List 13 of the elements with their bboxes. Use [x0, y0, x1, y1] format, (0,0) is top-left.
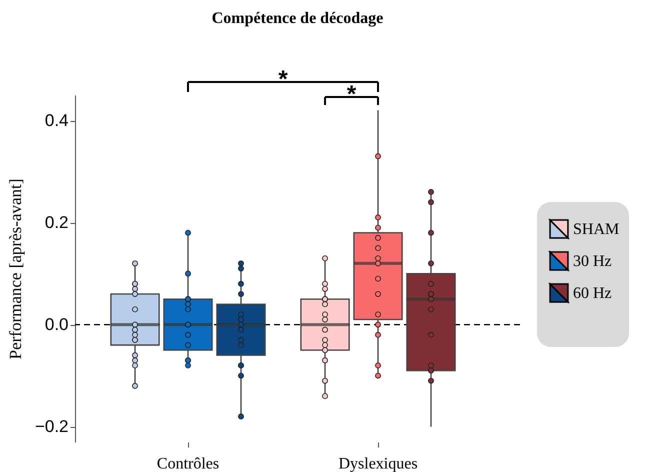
legend-label: SHAM: [573, 221, 620, 238]
legend-label: 60 Hz: [573, 285, 612, 302]
y-tick-label: −0.2: [34, 417, 68, 436]
annotation: *: [346, 81, 357, 108]
legend-label: 30 Hz: [573, 253, 612, 270]
x-tick-label: Dyslexiques: [338, 456, 418, 472]
text: *: [278, 66, 288, 93]
y-tick-label: 0.2: [44, 213, 68, 232]
chart-title: Compétence de décodage: [212, 10, 384, 27]
y-tick-label: 0.4: [44, 111, 68, 130]
y-tick-label: 0.0: [44, 315, 68, 334]
x-tick-label: Contrôles: [156, 456, 220, 472]
y-axis-title: Performance [après-avant]: [6, 178, 25, 360]
